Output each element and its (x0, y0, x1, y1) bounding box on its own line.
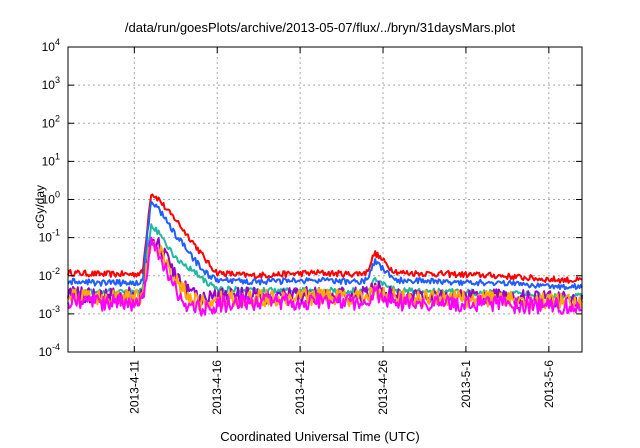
y-tick-label: 104 (42, 37, 60, 54)
y-tick-label: 101 (42, 151, 60, 168)
series-layer (67, 193, 583, 317)
y-tick-label: 100 (42, 190, 60, 207)
y-tick-label: 10-4 (39, 342, 60, 359)
series-line-2 (67, 200, 583, 291)
x-tick-label: 2013-5-1 (459, 360, 473, 408)
grid-layer (68, 47, 582, 352)
x-tick-label: 2013-4-21 (293, 360, 307, 415)
x-tick-label: 2013-4-11 (127, 360, 141, 414)
y-tick-label: 10-3 (39, 304, 60, 321)
x-axis-label: Coordinated Universal Time (UTC) (220, 429, 420, 444)
x-tick-label: 2013-4-26 (376, 360, 390, 415)
y-tick-label: 10-2 (39, 266, 60, 283)
y-tick-label: 103 (42, 75, 60, 92)
y-tick-label: 102 (42, 113, 60, 130)
x-tick-label: 2013-5-6 (542, 360, 556, 408)
series-line-6 (67, 236, 583, 317)
x-tick-label: 2013-4-16 (210, 360, 224, 415)
y-tick-label: 10-1 (39, 228, 60, 245)
chart-title: /data/run/goesPlots/archive/2013-05-07/f… (124, 20, 516, 35)
series-line-1 (67, 193, 583, 284)
tick-layer: 10-4 10-3 10-2 10-1 100 101 102 103 104 2013-4-11… (39, 37, 582, 415)
